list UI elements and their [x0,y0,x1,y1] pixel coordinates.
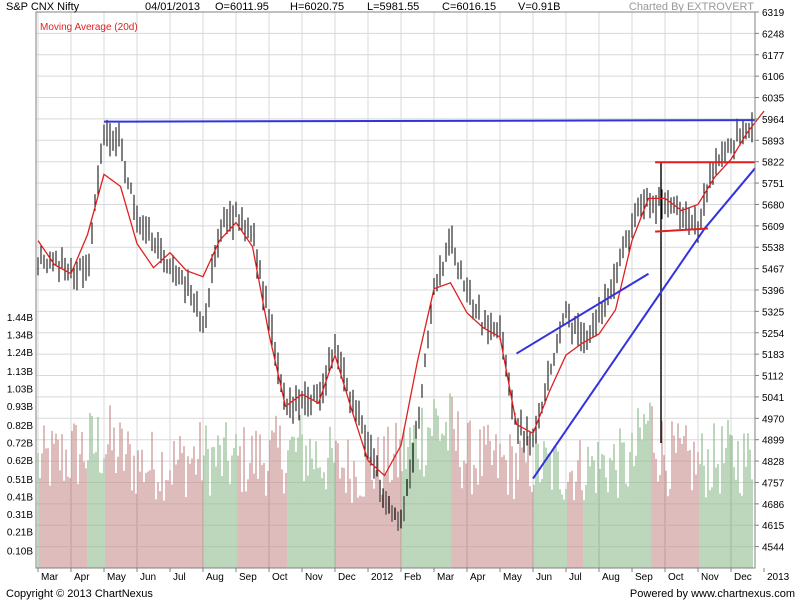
price-tick-label: 5396 [762,286,785,297]
volume-tick-label: 0.62B [7,456,33,467]
moving-average [37,110,765,477]
volume-tick-label: 0.21B [7,527,33,538]
x-tick-label: Jun [536,572,552,583]
x-tick-label: Sep [239,572,257,583]
volume-tick-label: 1.13B [7,367,33,378]
price-tick-label: 4828 [762,457,785,468]
trendlines [103,119,756,480]
volume-tick-label: 1.44B [7,313,33,324]
price-tick-label: 4970 [762,414,785,425]
price-tick-label: 5609 [762,222,785,233]
volume-tick-label: 0.31B [7,510,33,521]
volume-tick-label: 0.41B [7,493,33,504]
price-tick-label: 5112 [762,372,784,383]
price-tick-label: 5183 [762,350,785,361]
header-volume: V=0.91B [518,1,561,13]
resistance-trendline [103,119,756,123]
volume-tick-label: 1.34B [7,330,33,341]
price-candles [37,112,753,531]
volume-tick-label: 0.72B [7,439,33,450]
rising-trendline-lower [532,227,706,480]
x-tick-label: Sep [635,572,653,583]
x-tick-label: Dec [734,572,752,583]
price-tick-label: 5964 [762,115,785,126]
x-tick-label: Jul [569,572,582,583]
price-tick-label: 5538 [762,243,785,254]
price-tick-label: 4544 [762,543,785,554]
header-open: O=6011.95 [215,1,269,13]
x-tick-label: 2012 [371,572,394,583]
legend-moving-average: Moving Average (20d) [40,22,138,33]
volume-axis: 1.44B 1.34B 1.24B 1.13B 1.03B 0.93B 0.82B 0.72B… [7,313,33,558]
price-tick-label: 6035 [762,94,785,105]
volume-tick-label: 1.03B [7,384,33,395]
price-tick-label: 5254 [762,329,785,340]
chart-title: S&P CNX Nifty [6,1,80,13]
header-date: 04/01/2013 [145,1,200,13]
volume-tick-label: 0.51B [7,475,33,486]
price-axis: 6319 6248 6177 6106 6035 5964 5893 5822 5751 5680… [755,8,785,554]
x-tick-label: Jul [173,572,186,583]
header-close: C=6016.15 [442,1,496,13]
x-axis: Mar Apr May Jun Jul Aug Sep Oct Nov Dec 2012 Feb Mar… [37,568,790,583]
x-tick-label: Dec [338,572,356,583]
x-tick-label: Apr [74,572,90,583]
rising-trendline-upper [515,272,650,355]
x-tick-label: Feb [404,572,422,583]
price-tick-label: 5467 [762,265,785,276]
price-tick-label: 4686 [762,500,785,511]
x-tick-label: Nov [701,572,719,583]
charted-by: Charted By EXTROVERT [629,1,754,13]
x-tick-label: Oct [272,572,288,583]
x-tick-label: May [503,572,522,583]
x-tick-label: Apr [470,572,486,583]
price-tick-label: 5680 [762,200,785,211]
price-tick-label: 4615 [762,521,785,532]
price-tick-label: 6319 [762,8,785,19]
x-tick-label: Aug [206,572,224,583]
x-tick-label: Jun [140,572,156,583]
price-tick-label: 5822 [762,158,785,169]
powered-by: Powered by www.chartnexus.com [630,588,795,600]
volume-tick-label: 0.93B [7,402,33,413]
copyright: Copyright © 2013 ChartNexus [6,588,153,600]
volume-bars [37,393,753,568]
price-tick-label: 4899 [762,436,785,447]
x-tick-label: May [107,572,126,583]
x-tick-label: 2013 [767,572,790,583]
price-tick-label: 6248 [762,29,785,40]
x-tick-label: Mar [437,572,455,583]
volume-tick-label: 0.82B [7,421,33,432]
header-high: H=6020.75 [290,1,344,13]
header-low: L=5981.55 [367,1,419,13]
x-tick-label: Aug [602,572,620,583]
x-tick-label: Nov [305,572,323,583]
rising-trendline-extension [703,167,756,230]
price-tick-label: 5325 [762,307,785,318]
x-tick-label: Mar [41,572,59,583]
volume-tick-label: 0.10B [7,547,33,558]
price-tick-label: 5893 [762,136,785,147]
price-tick-label: 6177 [762,51,785,62]
price-tick-label: 6106 [762,72,785,83]
moving-average-line [37,110,765,477]
price-tick-label: 5041 [762,393,785,404]
price-tick-label: 4757 [762,478,785,489]
volume-tick-label: 1.24B [7,348,33,359]
price-tick-label: 5751 [762,179,785,190]
red-support-line [655,227,708,233]
x-tick-label: Oct [668,572,684,583]
